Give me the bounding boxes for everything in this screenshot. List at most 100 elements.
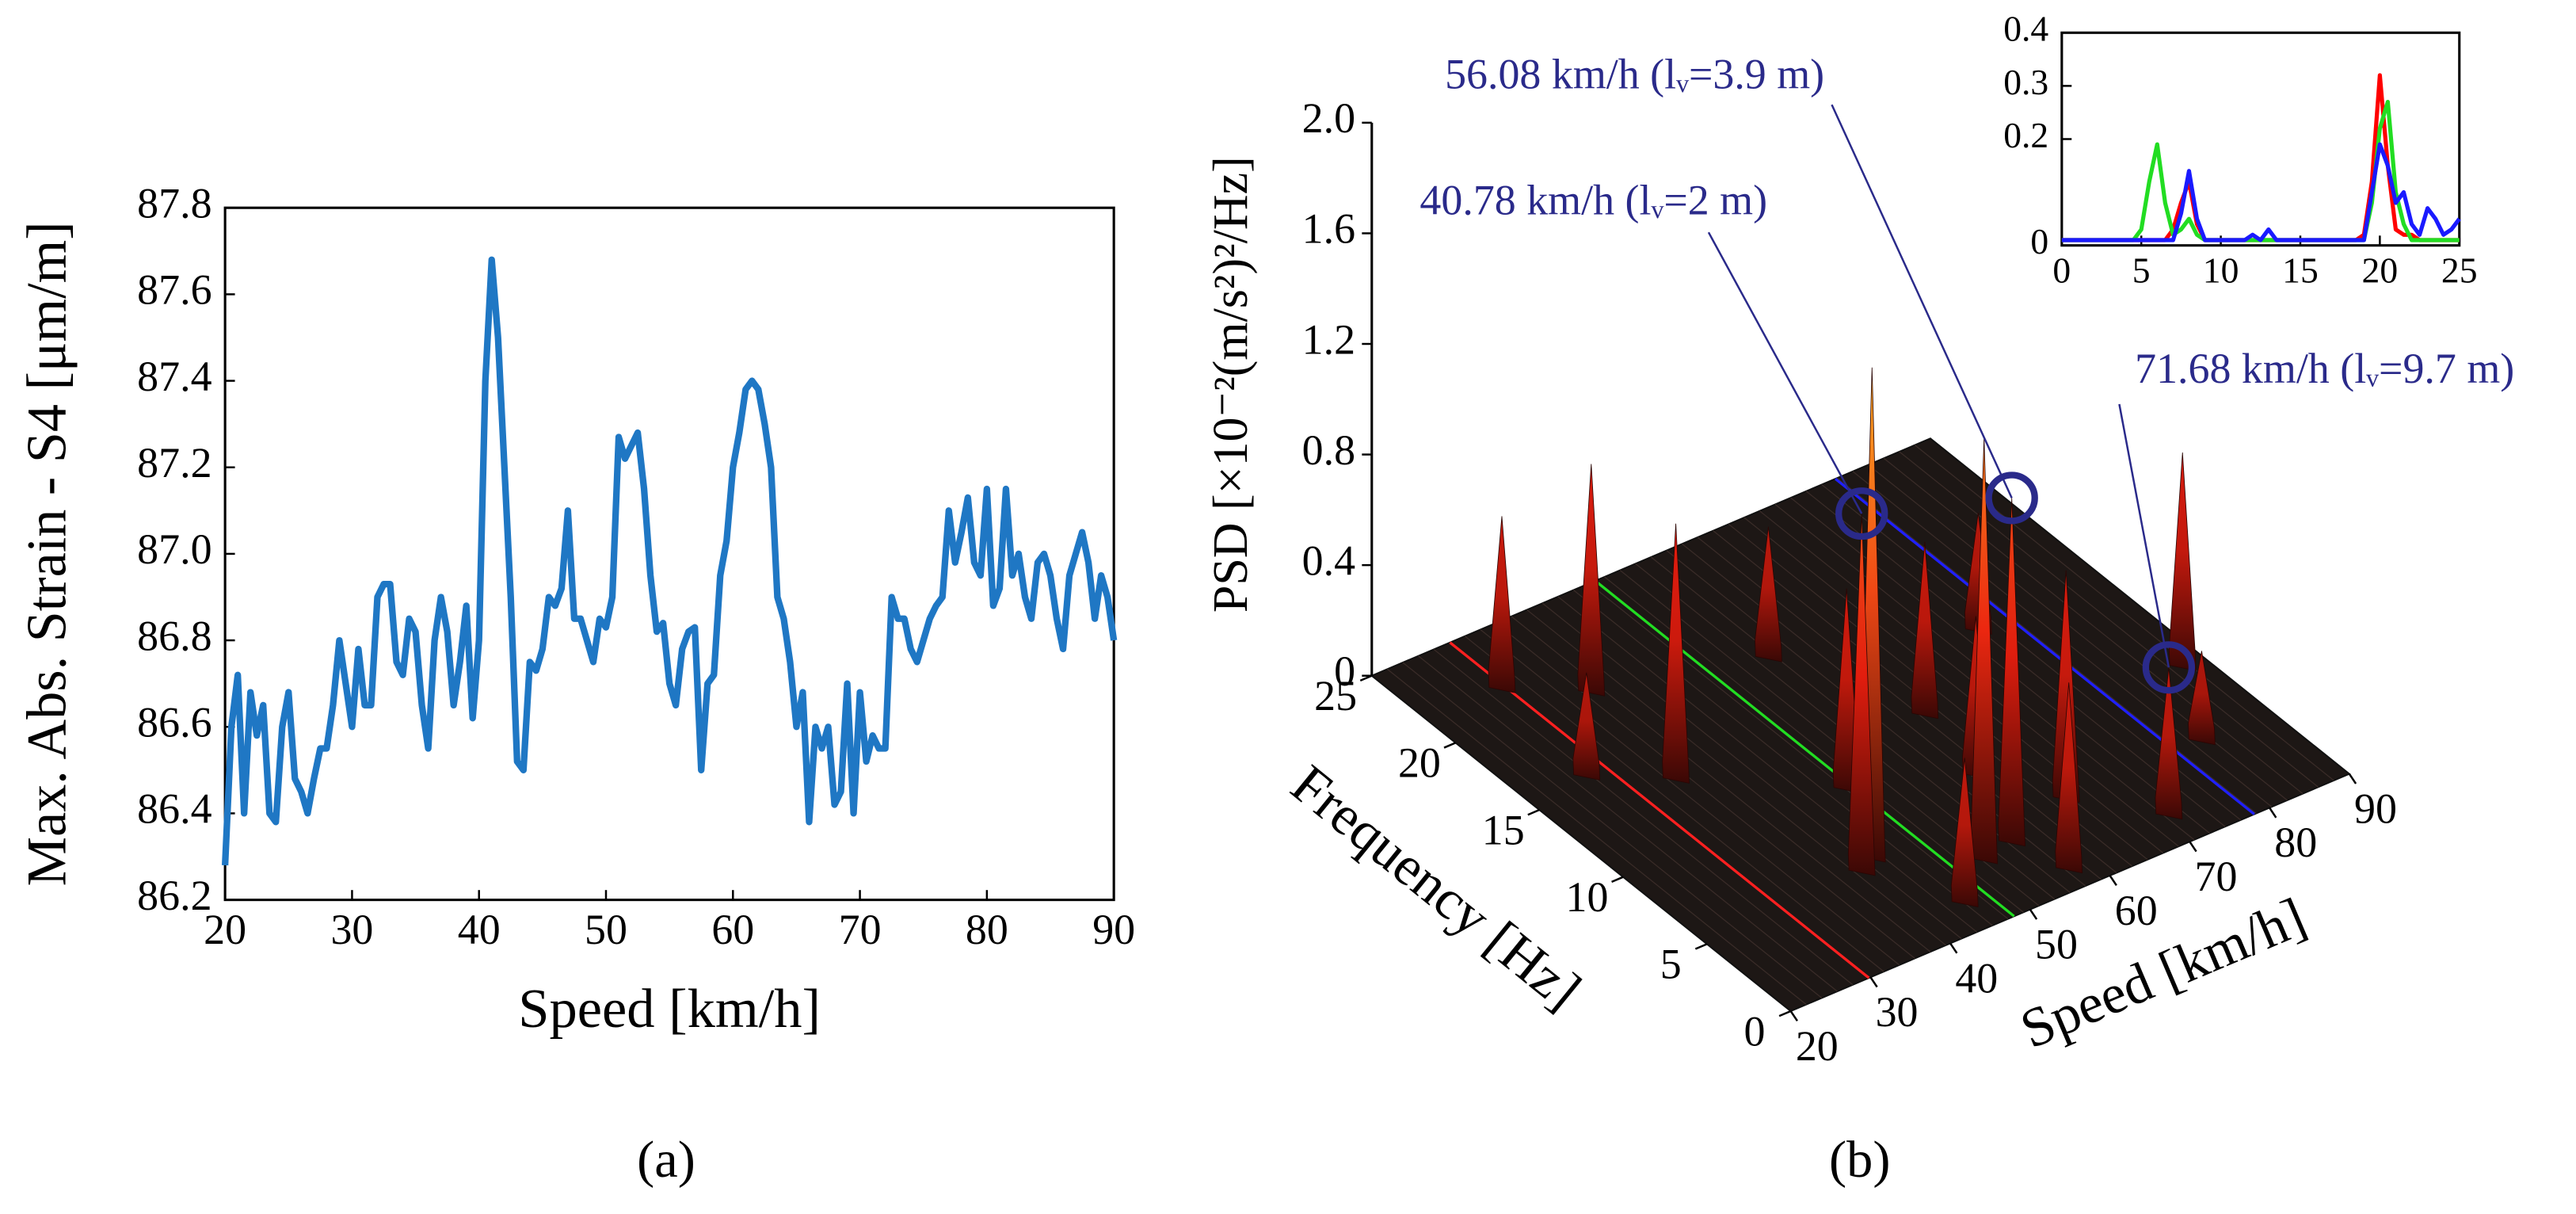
x-tick — [2109, 875, 2117, 886]
surface-mesh — [1402, 662, 1823, 998]
y-tick-label: 5 — [1660, 941, 1682, 988]
y-tick-label: 86.8 — [137, 612, 211, 659]
y-tick-label: 87.0 — [137, 525, 211, 573]
y-tick — [1611, 876, 1624, 884]
y-tick-label: 86.4 — [137, 785, 211, 833]
y-tick-label: 15 — [1482, 806, 1525, 853]
surface-mesh — [1588, 582, 2009, 920]
psd-peak — [2055, 682, 2083, 874]
psd-peak — [2155, 667, 2183, 820]
y-tick — [1527, 808, 1540, 816]
slice-line — [1835, 477, 2255, 815]
data-line — [2061, 142, 2461, 242]
y-axis-label: Max. Abs. Strain - S4 [μm/m] — [16, 221, 78, 886]
surface-mesh — [1868, 464, 2288, 801]
y-tick-label: 0.2 — [2003, 115, 2048, 155]
x-tick-label: 80 — [966, 906, 1008, 953]
y-tick-label: 0.4 — [2003, 9, 2048, 49]
y-tick — [1443, 742, 1457, 749]
x-tick-label: 60 — [2115, 887, 2158, 934]
x-tick-label: 25 — [2441, 250, 2478, 291]
x-axis-label: Speed [km/h] — [518, 978, 821, 1040]
psd-peak — [1911, 541, 1939, 720]
annotation-circle — [1985, 471, 2038, 525]
surface-mesh — [1433, 648, 1854, 986]
x-tick-label: 70 — [2195, 853, 2238, 900]
surface-mesh — [1883, 457, 2304, 795]
x-tick-label: 20 — [204, 906, 246, 953]
x-tick-label: 20 — [1796, 1022, 1839, 1070]
x-tick-label: 50 — [2035, 921, 2078, 968]
annotation-text: 56.08 km/h (lᵥ=3.9 m) — [1445, 51, 1824, 98]
y-tick-label: 0.3 — [2003, 62, 2048, 102]
y-tick-label: 87.8 — [137, 180, 211, 227]
annotation-circle — [2142, 641, 2196, 694]
psd-peak — [1572, 672, 1601, 781]
x-tick-label: 20 — [2362, 250, 2399, 291]
surface-mesh — [1743, 517, 2164, 853]
y-tick-label: 0 — [2030, 221, 2048, 262]
x-tick-label: 90 — [2354, 785, 2397, 833]
surface-mesh — [1557, 596, 1978, 933]
slice-line — [1449, 641, 1870, 979]
psd-peak — [1662, 523, 1690, 784]
annotation-leader — [2118, 403, 2170, 668]
data-line — [221, 256, 1118, 866]
surface-mesh — [1464, 636, 1884, 972]
x-tick-label: 15 — [2282, 250, 2319, 291]
x-tick-label: 90 — [1092, 906, 1135, 953]
surface-mesh — [1496, 622, 1915, 959]
z-tick-label: 0.8 — [1302, 426, 1355, 474]
surface-mesh — [1837, 477, 2257, 814]
surface-mesh — [1480, 629, 1900, 966]
x-tick-label: 30 — [1876, 988, 1919, 1036]
y-tick-label: 86.2 — [137, 872, 211, 919]
caption: (a) — [637, 1131, 695, 1189]
y-tick-label: 20 — [1398, 739, 1441, 787]
x-tick — [1869, 976, 1878, 988]
x-tick — [1949, 942, 1958, 954]
x-tick — [2189, 841, 2197, 853]
surface-mesh — [1759, 510, 2179, 847]
surface-mesh — [1899, 451, 2319, 788]
x-tick-label: 80 — [2274, 819, 2317, 866]
z-tick-label: 0.4 — [1302, 537, 1355, 585]
y-tick-label: 10 — [1566, 873, 1609, 921]
y-tick-label: 87.4 — [137, 353, 211, 400]
z-tick-label: 1.2 — [1302, 315, 1355, 363]
x-tick-label: 50 — [585, 906, 627, 953]
psd-peak — [2188, 651, 2216, 746]
caption: (b) — [1829, 1131, 1890, 1189]
x-tick-label: 70 — [839, 906, 882, 953]
surface-mesh — [1682, 543, 2102, 880]
z-tick-label: 2.0 — [1302, 94, 1355, 142]
z-tick-label: 0 — [1334, 647, 1355, 695]
y-tick — [1694, 943, 1708, 950]
z-tick-label: 1.6 — [1302, 205, 1355, 253]
x-tick-label: 5 — [2132, 250, 2151, 291]
x-tick — [1789, 1010, 1798, 1022]
x-tick — [2269, 807, 2277, 819]
z-axis-label: PSD [×10⁻²(m/s²)²/Hz] — [1204, 156, 1258, 613]
annotation-leader — [1707, 231, 1863, 514]
x-tick-label: 40 — [458, 906, 501, 953]
y-tick-label: 86.6 — [137, 699, 211, 746]
psd-peak — [1755, 526, 1782, 662]
y-tick-label: 0 — [1744, 1007, 1766, 1055]
psd-peak — [1847, 513, 1876, 876]
psd-peak — [1950, 758, 1979, 907]
psd-peak — [1577, 464, 1606, 697]
annotation-circle — [1835, 487, 1888, 540]
surface-mesh — [1573, 590, 1993, 926]
psd-peak — [1488, 516, 1516, 693]
x-tick — [2029, 908, 2038, 920]
annotation-text: 40.78 km/h (lᵥ=2 m) — [1419, 177, 1767, 224]
surface-mesh — [1386, 668, 1807, 1006]
x-tick-label: 60 — [711, 906, 754, 953]
y-tick-label: 25 — [1314, 672, 1357, 720]
psd-peak — [1998, 498, 2026, 847]
surface-mesh — [1541, 602, 1962, 939]
slice-line — [1594, 579, 2015, 918]
y-tick-label: 87.2 — [137, 439, 211, 487]
